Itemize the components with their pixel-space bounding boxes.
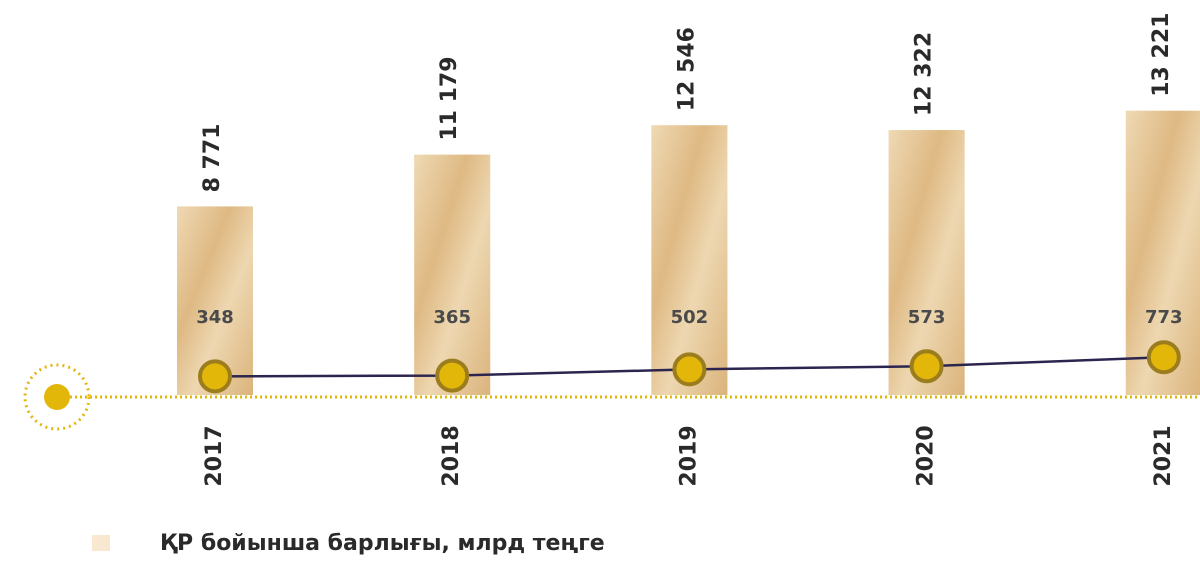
- legend-swatch: [92, 535, 110, 551]
- origin-dot: [44, 384, 70, 410]
- x-tick-label: 2019: [676, 425, 701, 486]
- line-value-label: 365: [433, 307, 471, 328]
- line-marker: [1149, 342, 1179, 372]
- line-value-label: 773: [1145, 307, 1183, 328]
- page: {"chart_data": { "type": "bar", "categor…: [0, 0, 1200, 561]
- chart: ҚР бойынша барлығы, млрд теңге 2017 2018 2…: [0, 0, 1200, 561]
- line-marker: [200, 361, 230, 391]
- line-marker: [912, 351, 942, 381]
- x-tick-label: 2018: [439, 425, 464, 486]
- value-label: 12 546: [674, 27, 699, 111]
- value-label: 13 221: [1149, 13, 1174, 97]
- x-tick-label: 2020: [914, 425, 939, 486]
- x-tick-label: 2017: [202, 425, 227, 486]
- line-value-label: 348: [196, 307, 234, 328]
- x-tick-label: 2021: [1151, 425, 1176, 486]
- line-marker: [437, 361, 467, 391]
- value-label: 12 322: [912, 32, 937, 116]
- line-marker: [674, 354, 704, 384]
- value-label: 8 771: [200, 124, 225, 193]
- line-value-label: 573: [908, 307, 946, 328]
- line-value-label: 502: [671, 307, 709, 328]
- value-label: 11 179: [437, 56, 462, 140]
- legend-label: ҚР бойынша барлығы, млрд теңге: [160, 531, 605, 556]
